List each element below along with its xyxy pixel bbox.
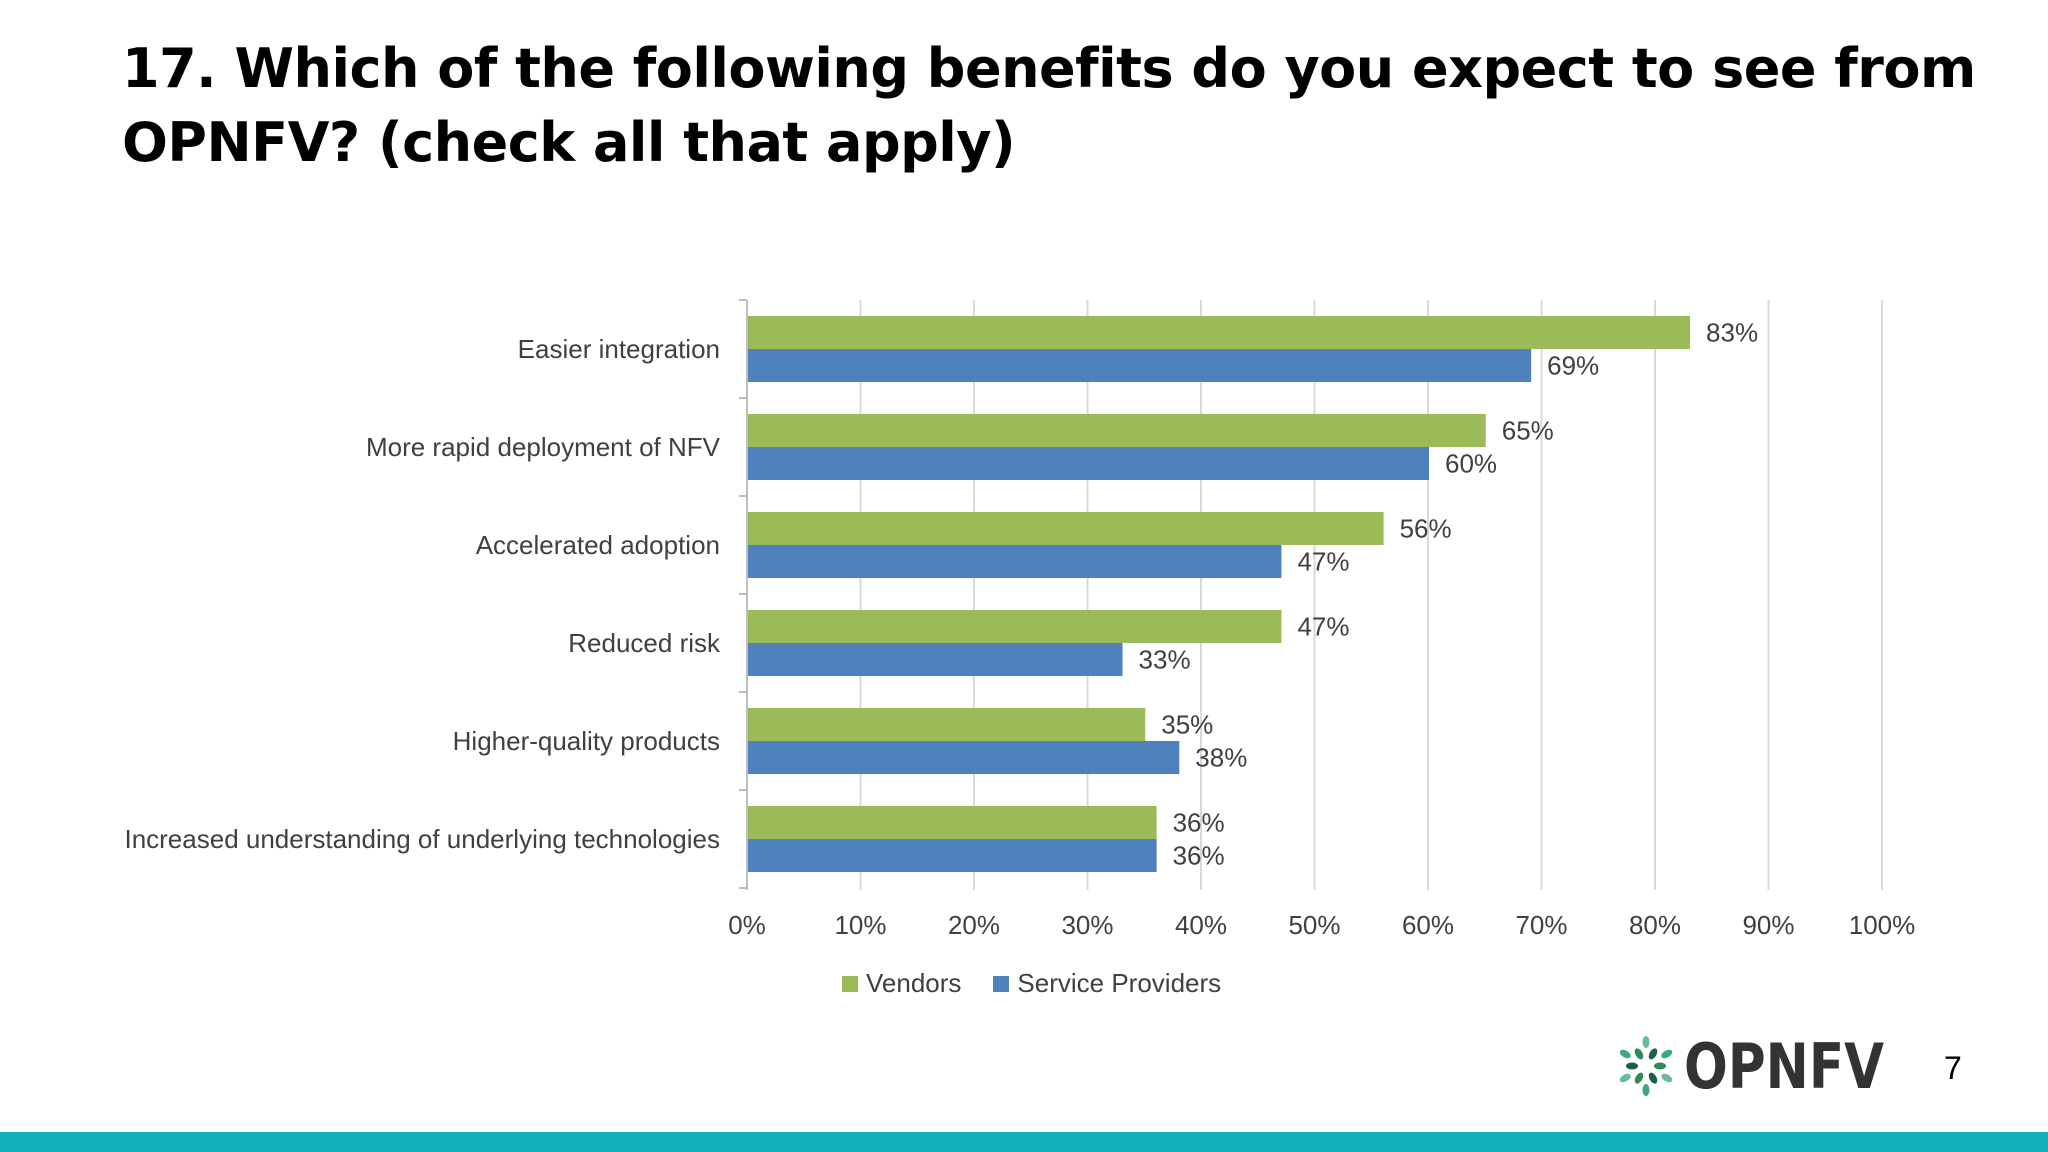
logo-leaf [1654,1062,1666,1070]
bar [748,708,1146,741]
logo-leaf [1642,1084,1650,1096]
bottom-accent-bar [0,1132,2048,1152]
x-tick-label: 10% [834,910,886,940]
category-label: Accelerated adoption [476,530,720,560]
logo-leaf [1648,1072,1658,1084]
bar [748,839,1157,872]
bar [748,806,1157,839]
logo-leaf [1619,1073,1631,1083]
data-label: 38% [1195,743,1247,773]
logo-leaf [1642,1036,1650,1048]
chart-legend: Vendors Service Providers [842,968,1221,999]
x-tick-label: 40% [1175,910,1227,940]
x-tick-label: 30% [1061,910,1113,940]
bar [748,316,1691,349]
slide-title-line-2: OPNFV? (check all that apply) [122,111,1016,174]
data-label: 69% [1547,351,1599,381]
logo-text: OPNFV [1684,1030,1884,1100]
bar [748,741,1180,774]
x-tick-label: 0% [728,910,766,940]
bar [748,447,1429,480]
legend-item-service-providers: Service Providers [993,968,1221,999]
slide-title: 17. Which of the following benefits do y… [122,32,1976,180]
data-label: 47% [1297,612,1349,642]
data-label: 56% [1400,514,1452,544]
logo-leaf [1634,1048,1644,1060]
x-tick-label: 80% [1629,910,1681,940]
bar [748,545,1282,578]
x-tick-label: 90% [1742,910,1794,940]
slide-title-line-1: 17. Which of the following benefits do y… [122,37,1976,100]
bar [748,610,1282,643]
legend-swatch-vendors [842,975,858,992]
x-tick-label: 50% [1288,910,1340,940]
logo-leaf [1626,1062,1638,1070]
leaf-cluster-icon [1619,1036,1673,1096]
bar-chart: 0% 10% 20% 30% 40% 50% 60% 70% 80% 90% 100% Easier … [124,299,1916,940]
logo-leaf [1619,1049,1631,1059]
legend-item-vendors: Vendors [842,968,961,999]
logo-leaf [1648,1048,1658,1060]
data-label: 65% [1502,416,1554,446]
category-label: More rapid deployment of NFV [366,432,721,462]
legend-label-service-providers: Service Providers [1017,968,1222,998]
category-label: Easier integration [518,334,720,364]
data-label: 35% [1161,710,1213,740]
x-tick-label: 20% [948,910,1000,940]
opnfv-logo: OPNFV [1619,1030,1884,1100]
logo-leaf [1634,1072,1644,1084]
logo-leaf [1661,1049,1673,1059]
data-label: 47% [1297,547,1349,577]
data-label: 60% [1445,449,1497,479]
legend-swatch-service-providers [993,975,1010,992]
x-tick-label: 60% [1402,910,1454,940]
x-tick-label: 70% [1515,910,1567,940]
page-number: 7 [1944,1050,1962,1086]
bar [748,512,1384,545]
bar [748,643,1123,676]
x-tick-label: 100% [1849,910,1916,940]
legend-label-vendors: Vendors [866,968,962,998]
category-label: Higher-quality products [453,726,720,756]
category-label: Reduced risk [568,628,721,658]
logo-leaf [1661,1073,1673,1083]
data-label: 36% [1173,841,1225,871]
data-label: 83% [1706,318,1758,348]
category-label: Increased understanding of underlying te… [124,824,720,854]
bar [748,414,1486,447]
bar [748,349,1532,382]
data-label: 33% [1139,645,1191,675]
data-label: 36% [1173,808,1225,838]
